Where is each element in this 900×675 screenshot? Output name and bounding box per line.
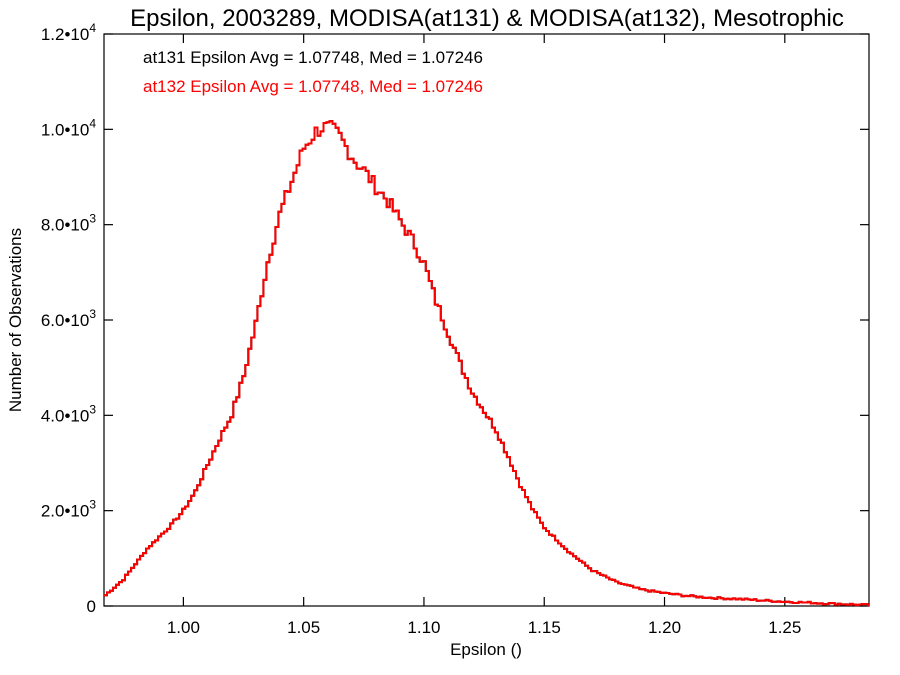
y-tick-mantissa: 1.2•10 (41, 25, 90, 44)
series-line-at131 (104, 120, 869, 607)
y-tick-label: 8.0•103 (41, 212, 97, 235)
y-tick-exponent: 3 (89, 307, 96, 321)
x-tick-label: 1.20 (648, 618, 681, 637)
x-tick-label: 1.15 (528, 618, 561, 637)
y-tick-mantissa: 0 (87, 597, 96, 616)
plot-frame (103, 33, 870, 607)
y-tick-mantissa: 4.0•10 (41, 406, 90, 425)
x-tick-label: 1.10 (407, 618, 440, 637)
y-tick-mantissa: 6.0•10 (41, 311, 90, 330)
x-tick-label: 1.00 (167, 618, 200, 637)
y-tick-label: 1.0•104 (41, 116, 97, 139)
chart-title: Epsilon, 2003289, MODISA(at131) & MODISA… (130, 5, 844, 32)
y-axis-label: Number of Observations (6, 228, 25, 412)
y-tick-exponent: 3 (89, 402, 96, 416)
y-tick-exponent: 4 (89, 21, 96, 35)
x-axis-label: Epsilon () (450, 640, 522, 659)
y-tick-label: 0 (87, 597, 96, 616)
y-tick-exponent: 3 (89, 212, 96, 226)
x-axis-ticks: 1.00 1.05 1.10 1.15 1.20 1.25 (167, 34, 801, 637)
y-tick-label: 2.0•103 (41, 498, 97, 521)
series-layer (104, 120, 869, 607)
annotation-at131: at131 Epsilon Avg = 1.07748, Med = 1.072… (143, 48, 483, 67)
y-tick-label: 4.0•103 (41, 402, 97, 425)
y-tick-exponent: 3 (89, 498, 96, 512)
y-tick-mantissa: 1.0•10 (41, 120, 90, 139)
x-tick-label: 1.05 (287, 618, 320, 637)
annotation-at132: at132 Epsilon Avg = 1.07748, Med = 1.072… (143, 77, 483, 96)
plot-area (103, 33, 870, 607)
y-tick-mantissa: 8.0•10 (41, 216, 90, 235)
y-tick-exponent: 4 (89, 116, 96, 130)
series-line-at132 (104, 120, 869, 607)
annotations: at131 Epsilon Avg = 1.07748, Med = 1.072… (143, 48, 483, 96)
y-tick-label: 1.2•104 (41, 21, 97, 44)
y-tick-label: 6.0•103 (41, 307, 97, 330)
y-axis-ticks: 02.0•1034.0•1036.0•1038.0•1031.0•1041.2•… (41, 21, 869, 616)
x-tick-label: 1.25 (768, 618, 801, 637)
y-tick-mantissa: 2.0•10 (41, 502, 90, 521)
